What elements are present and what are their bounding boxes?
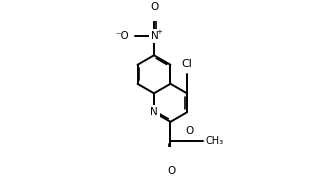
Text: N: N — [150, 107, 158, 117]
Text: +: + — [157, 28, 163, 35]
Text: O: O — [167, 166, 176, 176]
Text: Cl: Cl — [181, 59, 192, 69]
Text: ⁻O: ⁻O — [115, 31, 129, 41]
Text: O: O — [151, 2, 159, 12]
Text: CH₃: CH₃ — [206, 136, 224, 146]
Text: O: O — [185, 126, 194, 136]
Text: N: N — [151, 31, 159, 41]
